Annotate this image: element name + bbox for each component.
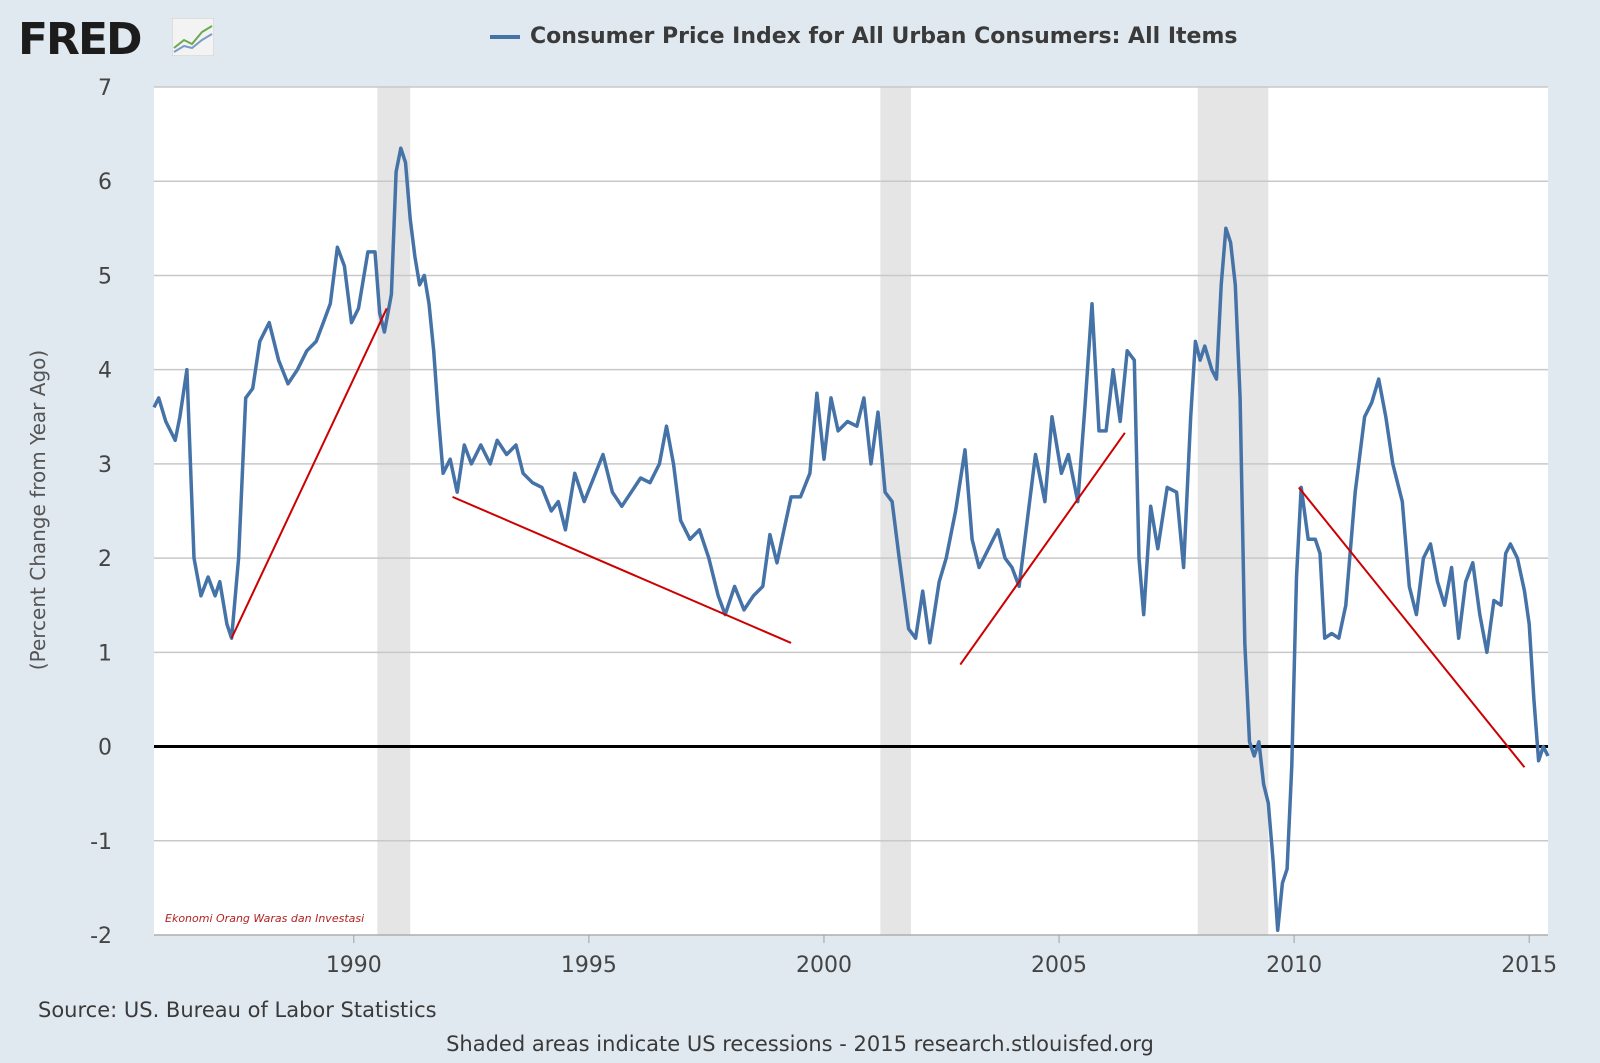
y-tick-label: 4	[98, 359, 112, 384]
y-tick-label: -2	[90, 924, 112, 949]
line-chart: -2 -1 0 1 2 3 4 5 6 7 1990 1995 2000 2005 2010 2015 (Pe…	[26, 76, 1557, 978]
y-tick-label: 3	[98, 453, 112, 478]
legend-label: Consumer Price Index for All Urban Consu…	[530, 24, 1238, 49]
y-tick-label: 7	[98, 76, 112, 101]
trendline-annotation	[230, 307, 388, 639]
chart-trend-icon	[172, 18, 214, 56]
y-tick-label: -1	[90, 830, 112, 855]
trendline-annotation	[452, 495, 792, 644]
recession-band	[1197, 87, 1269, 935]
legend-swatch	[490, 34, 520, 39]
y-axis-label: (Percent Change from Year Ago)	[26, 350, 50, 670]
recession-band	[880, 87, 911, 935]
y-tick-label: 0	[98, 736, 112, 761]
y-tick-label: 5	[98, 264, 112, 289]
plot-area	[154, 87, 1548, 935]
x-tick-label: 1995	[561, 953, 617, 978]
watermark-text: Ekonomi Orang Waras dan Investasi	[165, 912, 364, 925]
x-tick-label: 2010	[1266, 953, 1322, 978]
recession-note: Shaded areas indicate US recessions - 20…	[446, 1032, 1154, 1056]
trendline-annotation	[1298, 486, 1526, 768]
y-tick-label: 6	[98, 170, 112, 195]
x-tick-label: 1990	[326, 953, 382, 978]
y-tick-label: 2	[98, 547, 112, 572]
trendline-annotation	[959, 432, 1126, 666]
chart-legend: Consumer Price Index for All Urban Consu…	[490, 24, 1237, 49]
x-tick-label: 2000	[796, 953, 852, 978]
y-tick-label: 1	[98, 641, 112, 666]
x-tick-label: 2005	[1031, 953, 1087, 978]
x-tick-label: 2015	[1501, 953, 1557, 978]
fred-logo: FRED	[18, 14, 143, 65]
series-line	[152, 146, 1550, 933]
source-text: Source: US. Bureau of Labor Statistics	[38, 998, 437, 1022]
